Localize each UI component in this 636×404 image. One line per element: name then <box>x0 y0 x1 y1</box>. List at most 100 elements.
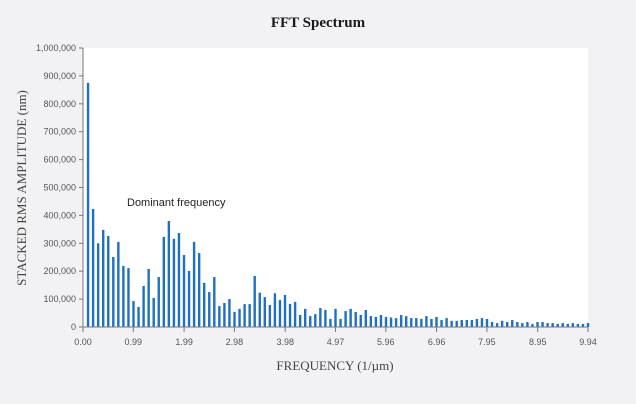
bar <box>470 320 474 327</box>
x-tick-label: 5.96 <box>377 337 395 347</box>
bar <box>273 293 277 327</box>
bar <box>243 304 246 327</box>
bar <box>263 297 266 327</box>
bar <box>500 320 504 327</box>
y-tick-label: 400,000 <box>43 210 76 220</box>
bar <box>546 323 549 327</box>
bar <box>293 301 297 327</box>
bar <box>531 323 534 327</box>
bar <box>96 243 100 327</box>
bar <box>561 323 564 327</box>
bar <box>329 318 332 327</box>
bar <box>475 318 479 327</box>
y-axis-label: STACKED RMS AMPLITUDE (nm) <box>14 90 29 286</box>
x-tick-label: 0.99 <box>125 337 143 347</box>
bar <box>526 321 529 327</box>
bar <box>581 323 585 327</box>
bar <box>314 314 317 327</box>
x-tick-label: 6.96 <box>428 337 446 347</box>
bar <box>122 265 125 327</box>
y-tick-label: 600,000 <box>43 155 76 165</box>
bar <box>218 306 221 327</box>
x-tick-label: 3.98 <box>276 337 294 347</box>
bar <box>586 323 590 327</box>
bar <box>556 323 559 327</box>
bar <box>86 82 90 327</box>
bar <box>283 294 287 327</box>
x-tick-label: 4.97 <box>327 337 345 347</box>
y-tick-label: 700,000 <box>43 127 76 137</box>
bar <box>399 315 403 327</box>
y-tick-label: 500,000 <box>43 183 76 193</box>
bar <box>460 320 463 327</box>
bar <box>288 303 292 327</box>
bar <box>172 238 176 327</box>
bar <box>304 308 307 327</box>
bar <box>374 316 378 327</box>
bar <box>465 320 468 327</box>
annotation-dominant-frequency: Dominant frequency <box>127 197 226 209</box>
bar <box>187 270 191 327</box>
x-tick-label: 2.98 <box>226 337 244 347</box>
bar <box>107 236 110 327</box>
bar <box>576 323 580 327</box>
bar <box>213 277 216 327</box>
plot-area <box>83 48 588 327</box>
bar <box>455 320 458 327</box>
y-tick-label: 800,000 <box>43 99 76 109</box>
bar <box>344 311 347 327</box>
bar <box>339 318 342 327</box>
bar <box>127 268 130 327</box>
bar <box>253 275 256 327</box>
bar <box>268 304 272 327</box>
bar <box>369 316 373 327</box>
bar <box>445 318 448 327</box>
bar <box>551 323 554 327</box>
bar <box>298 315 302 327</box>
bar <box>258 292 261 327</box>
bar <box>309 316 312 327</box>
x-tick-label: 0.00 <box>74 337 92 347</box>
bar <box>238 308 241 327</box>
bar <box>319 308 322 327</box>
bar <box>354 311 357 327</box>
bar <box>142 285 145 327</box>
bar <box>177 232 181 327</box>
y-tick-label: 0 <box>71 322 76 332</box>
bar <box>389 317 393 327</box>
bar <box>167 220 171 327</box>
bar <box>182 255 186 327</box>
bar <box>485 318 489 327</box>
bar <box>536 321 539 327</box>
bar <box>157 277 160 327</box>
bar <box>278 299 282 327</box>
bar <box>511 320 514 327</box>
bar <box>208 292 211 327</box>
x-axis-label: FREQUENCY (1/µm) <box>276 358 393 373</box>
bar <box>440 320 443 327</box>
bar <box>117 241 120 327</box>
bar <box>197 253 201 327</box>
bar <box>359 315 362 327</box>
bar <box>364 309 367 327</box>
bar <box>152 297 155 327</box>
bar <box>415 318 418 327</box>
bar <box>495 323 499 327</box>
x-tick-label: 1.99 <box>175 337 193 347</box>
y-tick-label: 1,000,000 <box>36 43 76 53</box>
bar <box>248 304 251 327</box>
bar <box>405 316 408 327</box>
x-tick-label: 8.95 <box>529 337 547 347</box>
bar <box>430 318 433 327</box>
bar <box>425 316 428 327</box>
bar <box>480 318 484 327</box>
bar <box>490 321 494 327</box>
y-tick-label: 300,000 <box>43 238 76 248</box>
x-tick-label: 9.94 <box>579 337 597 347</box>
bar <box>541 321 544 327</box>
bar <box>192 241 196 327</box>
bar <box>112 256 115 327</box>
bar <box>137 306 140 327</box>
